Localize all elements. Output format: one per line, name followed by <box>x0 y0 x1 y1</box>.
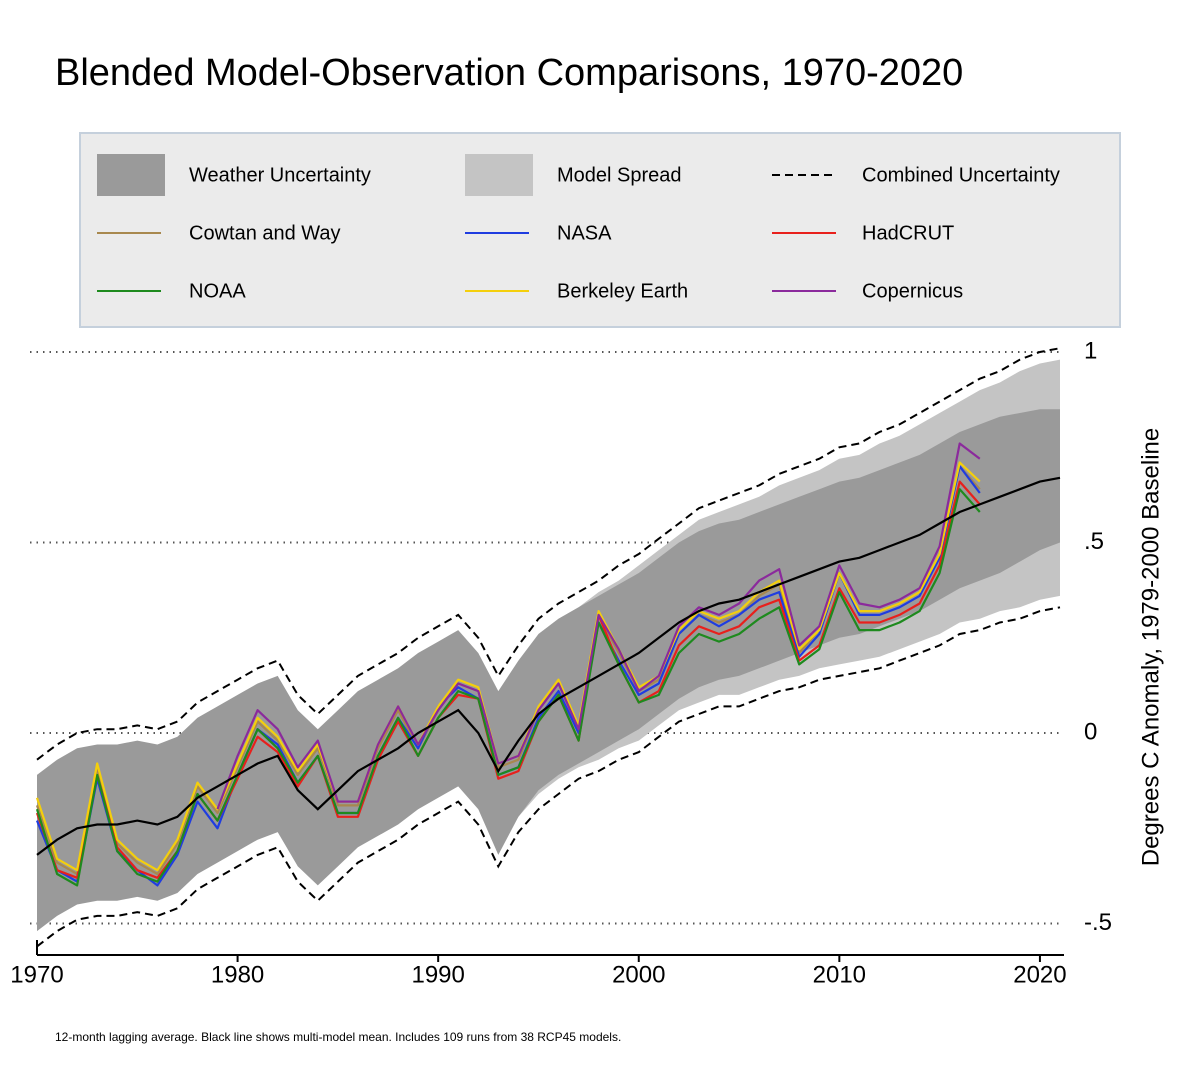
legend-label: NOAA <box>189 280 246 302</box>
plot-area: 1 .5 0 -.5 <box>30 337 1112 948</box>
chart-title: Blended Model-Observation Comparisons, 1… <box>55 52 963 94</box>
combined-uncertainty-line <box>36 606 1061 948</box>
legend-label: NASA <box>557 222 612 244</box>
x-tick-label: 1990 <box>411 961 464 988</box>
y-tick-label: -.5 <box>1084 909 1112 936</box>
x-tick-label: 1970 <box>10 961 63 988</box>
legend-label: Combined Uncertainty <box>862 164 1060 186</box>
legend-box <box>79 132 1121 328</box>
legend-label: Copernicus <box>862 280 963 302</box>
x-tick-label: 2020 <box>1013 961 1066 988</box>
legend-label: HadCRUT <box>862 222 954 244</box>
legend-label: Berkeley Earth <box>557 280 688 302</box>
legend-label: Weather Uncertainty <box>189 164 371 186</box>
y-tick-label: 1 <box>1084 337 1097 364</box>
legend-swatch <box>465 154 533 196</box>
legend-label: Cowtan and Way <box>189 222 341 244</box>
combined-uncertainty-line <box>36 347 1061 761</box>
x-tick-label: 1980 <box>211 961 264 988</box>
legend-swatch <box>97 154 165 196</box>
footnote: 12-month lagging average. Black line sho… <box>55 1030 621 1044</box>
x-tick-label: 2010 <box>813 961 866 988</box>
y-axis-label: Degrees C Anomaly, 1979-2000 Baseline <box>1137 428 1164 867</box>
x-tick-label: 2000 <box>612 961 665 988</box>
legend-label: Model Spread <box>557 164 682 186</box>
y-tick-label: 0 <box>1084 718 1097 745</box>
uncertainty-band <box>37 409 1060 932</box>
y-tick-label: .5 <box>1084 528 1104 555</box>
observation-line <box>216 442 981 810</box>
observation-line <box>35 488 981 887</box>
model-mean-line <box>36 476 1061 856</box>
